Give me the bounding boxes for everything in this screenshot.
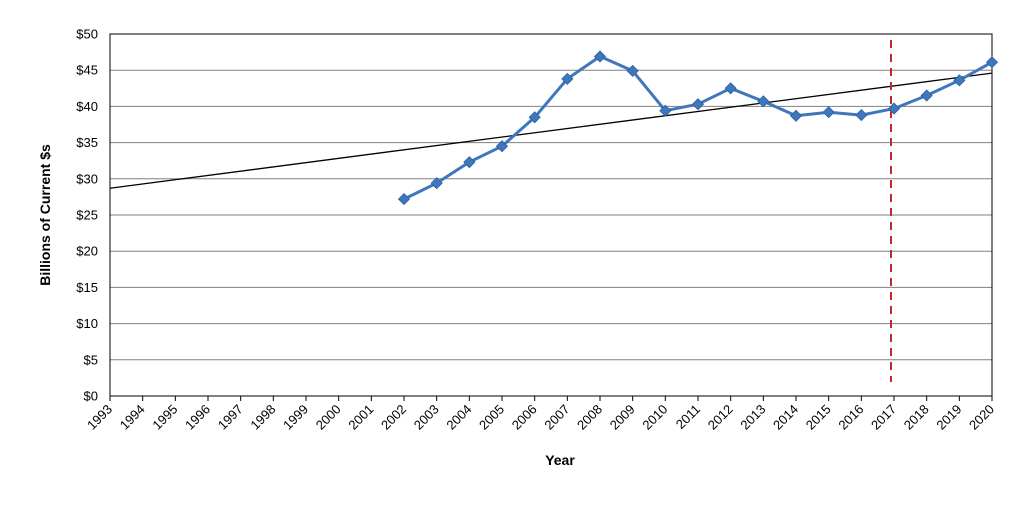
data-point (887, 102, 901, 115)
data-point (593, 50, 607, 63)
data-point (561, 72, 574, 85)
data-point (397, 193, 411, 206)
x-tick-label: 2015 (803, 402, 834, 433)
data-point (724, 82, 737, 95)
series-layer (397, 50, 999, 206)
data-point (626, 64, 639, 77)
x-tick-label: 2002 (378, 402, 409, 433)
x-tick-label: 2012 (705, 402, 736, 433)
x-tick-label: 2003 (411, 402, 442, 433)
data-point (463, 156, 476, 169)
data-point (757, 95, 770, 108)
y-tick-label: $15 (76, 280, 98, 295)
data-point (495, 140, 509, 153)
x-tick-label: 2016 (835, 402, 866, 433)
data-point (822, 106, 835, 119)
x-tick-label: 2013 (737, 402, 768, 433)
x-tick-label: 2001 (345, 402, 376, 433)
data-point (953, 74, 966, 87)
x-tick-label: 2009 (607, 402, 638, 433)
x-axis-ticks: 1993 1994 1995 1996 1997 1998 1999 2000 2001 2002… (84, 396, 997, 433)
x-tick-label: 2020 (966, 402, 997, 433)
data-point (691, 98, 705, 111)
series-line (403, 54, 993, 201)
data-point (528, 111, 541, 124)
y-tick-label: $45 (76, 63, 98, 78)
x-tick-label: 1999 (280, 402, 311, 433)
x-tick-label: 1994 (117, 402, 148, 433)
y-tick-label: $50 (76, 27, 98, 42)
x-tick-label: 2008 (574, 402, 605, 433)
x-axis-title: Year (545, 452, 575, 468)
y-tick-label: $25 (76, 208, 98, 223)
y-tick-label: $30 (76, 171, 98, 186)
x-tick-label: 2005 (476, 402, 507, 433)
x-tick-label: 2018 (901, 402, 932, 433)
y-tick-label: $10 (76, 316, 98, 331)
data-point (855, 109, 868, 122)
y-axis-ticks: $0 $5 $10 $15 $20 $25 $30 $35 $40 $45 $50 (76, 27, 98, 404)
y-tick-label: $5 (84, 352, 98, 367)
x-tick-label: 2006 (509, 402, 540, 433)
data-point (430, 177, 443, 190)
gridlines (109, 33, 993, 397)
x-tick-label: 2004 (443, 402, 474, 433)
trendline (109, 72, 993, 189)
y-tick-label: $35 (76, 135, 98, 150)
x-tick-label: 1993 (84, 402, 115, 433)
x-tick-label: 1996 (182, 402, 213, 433)
x-tick-label: 1998 (247, 402, 278, 433)
y-tick-label: $20 (76, 244, 98, 259)
x-tick-label: 2000 (313, 402, 344, 433)
plot-area-border (109, 33, 993, 397)
x-tick-label: 2019 (933, 402, 964, 433)
y-axis-title: Billions of Current $s (37, 144, 53, 286)
y-tick-label: $0 (84, 389, 98, 404)
y-tick-label: $40 (76, 99, 98, 114)
x-tick-label: 1995 (149, 402, 180, 433)
x-tick-label: 2007 (541, 402, 572, 433)
x-tick-label: 2010 (639, 402, 670, 433)
data-point (789, 109, 803, 122)
x-tick-label: 2014 (770, 402, 801, 433)
data-point (659, 104, 672, 117)
trendline-layer (109, 72, 993, 189)
data-point (985, 56, 999, 69)
x-tick-label: 1997 (215, 402, 246, 433)
x-tick-label: 2011 (673, 402, 703, 432)
data-point (920, 89, 933, 102)
x-tick-label: 2017 (868, 402, 899, 433)
